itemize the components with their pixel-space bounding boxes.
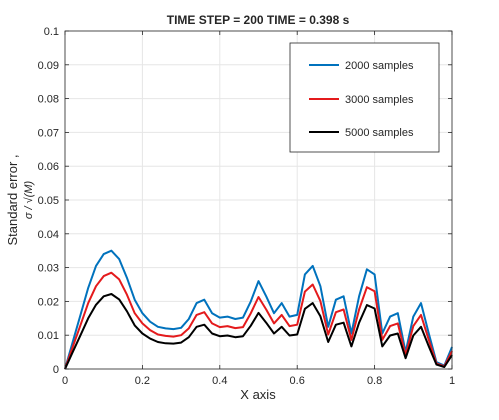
y-tick-label: 0.03 (38, 263, 59, 275)
y-tick-label: 0.05 (38, 195, 59, 207)
y-tick-label: 0.02 (38, 296, 59, 308)
series-line-2 (64, 271, 453, 370)
x-tick-label: 0.6 (290, 375, 305, 387)
y-axis-label-line2: σ / √(M) (23, 180, 35, 219)
series-lines (64, 249, 453, 370)
x-tick-label: 0 (62, 375, 68, 387)
y-tick-label: 0.08 (38, 94, 59, 106)
axis-ticks (64, 30, 453, 370)
series-line-3 (64, 293, 453, 370)
legend-label-1: 2000 samples (345, 60, 414, 72)
legend: 2000 samples 3000 samples 5000 samples (289, 42, 440, 153)
legend-label-3: 5000 samples (345, 127, 414, 139)
chart-title: TIME STEP = 200 TIME = 0.398 s (167, 13, 350, 27)
y-tick-label: 0.04 (38, 229, 59, 241)
x-tick-label: 0.4 (212, 375, 227, 387)
legend-box (289, 42, 440, 153)
x-tick-label: 0.8 (367, 375, 382, 387)
x-tick-label: 1 (449, 375, 455, 387)
y-tick-label: 0.1 (44, 26, 59, 38)
y-tick-label: 0.07 (38, 127, 59, 139)
y-axis-label-line1: Standard error , (5, 154, 20, 245)
axis-tick-labels: 0 0.2 0.4 0.6 0.8 1 0 0.01 0.02 0.03 0.04 0.05 0.06 0… (38, 26, 455, 387)
x-axis-label: X axis (240, 387, 276, 402)
legend-label-2: 3000 samples (345, 94, 414, 106)
series-line-1 (64, 249, 453, 370)
y-tick-label: 0.09 (38, 60, 59, 72)
x-tick-label: 0.2 (135, 375, 150, 387)
y-tick-label: 0.01 (38, 330, 59, 342)
y-axis-label: Standard error , σ / √(M) (5, 154, 35, 245)
y-tick-label: 0 (53, 364, 59, 376)
y-tick-label: 0.06 (38, 161, 59, 173)
